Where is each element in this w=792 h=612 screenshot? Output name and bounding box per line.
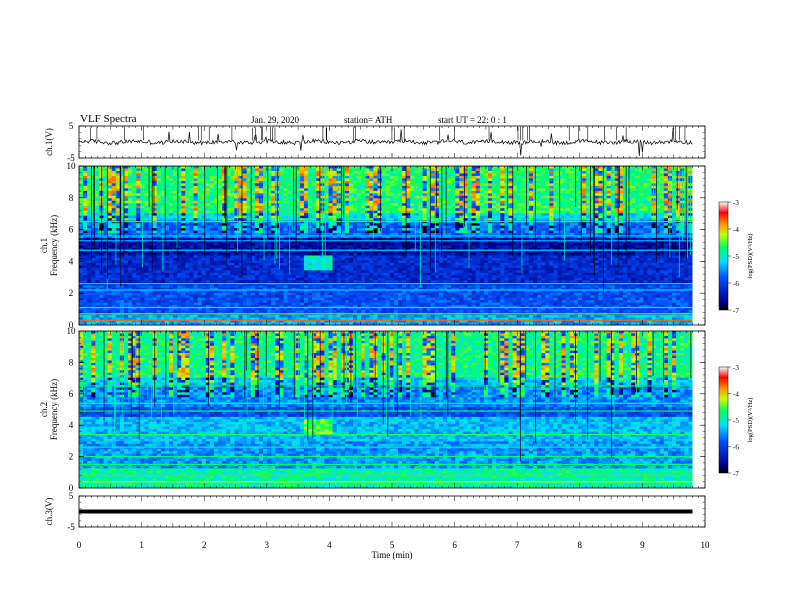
- y-tick-label-p2: 6: [69, 389, 74, 399]
- y-axis-label-p3: ch.3(V): [44, 498, 54, 526]
- x-tick-label: 1: [139, 540, 144, 550]
- x-tick-label: 7: [515, 540, 520, 550]
- colorbar-tick-label: -4: [733, 226, 739, 234]
- x-tick-label: 2: [202, 540, 207, 550]
- spectrogram-ch2: [79, 331, 705, 489]
- colorbar-ch2: [718, 366, 729, 474]
- colorbar-tick-label: -6: [733, 444, 739, 452]
- y-tick-label-p2: 2: [69, 452, 74, 462]
- x-tick-label: 3: [265, 540, 270, 550]
- station-label: station= ATH: [344, 115, 392, 125]
- y-tick-label-p2: 8: [69, 357, 74, 367]
- colorbar-label: log(PSD)(V²/Hz): [747, 398, 754, 443]
- y-tick-label-p3: 5: [69, 491, 74, 501]
- y-tick-label-p3: -5: [67, 522, 75, 532]
- date-label: Jan. 29, 2020: [251, 115, 299, 125]
- x-tick-label: 5: [390, 540, 395, 550]
- colorbar-tick-label: -3: [733, 364, 739, 372]
- y-tick-label-p1: 6: [69, 225, 74, 235]
- y-tick-label-p1: 2: [69, 288, 74, 298]
- x-tick-label: 6: [452, 540, 457, 550]
- x-tick-label: 0: [77, 540, 82, 550]
- colorbar-tick-label: -5: [733, 417, 739, 425]
- y-tick-label-p1: 0: [69, 320, 74, 330]
- chart-title: VLF Spectra: [80, 113, 137, 125]
- x-tick-label: 9: [640, 540, 645, 550]
- colorbar-tick-label: -4: [733, 391, 739, 399]
- y-axis-label-p2: Frequency (kHz): [49, 379, 59, 440]
- x-tick-label: 4: [327, 540, 332, 550]
- y-tick-label-p1: 8: [69, 193, 74, 203]
- colorbar-tick-label: -3: [733, 199, 739, 207]
- colorbar-tick-label: -7: [733, 307, 739, 315]
- y-tick-label-p2: 10: [67, 326, 77, 336]
- y-axis-label-p1: Frequency (kHz): [49, 215, 59, 276]
- start-time-label: start UT = 22: 0 : 1: [438, 115, 507, 125]
- y-axis-label-p2: ch.2: [39, 402, 49, 417]
- colorbar-label: log(PSD)(V²/Hz): [747, 234, 754, 279]
- spectrogram-ch1: [79, 166, 705, 326]
- y-tick-label-p2: 4: [69, 420, 74, 430]
- y-axis-label-p1: ch.1: [39, 238, 49, 253]
- waveform-trace-ch1: [78, 127, 693, 156]
- x-tick-label: 8: [578, 540, 583, 550]
- y-axis-label-p0: ch.1(V): [44, 128, 54, 156]
- y-tick-label-p1: 4: [69, 256, 74, 266]
- colorbar-ch1: [718, 201, 729, 311]
- x-tick-label: 10: [701, 540, 711, 550]
- colorbar-tick-label: -6: [733, 280, 739, 288]
- y-tick-label-p1: 10: [67, 161, 77, 171]
- y-tick-label-p0: 5: [69, 121, 74, 131]
- colorbar-tick-label: -7: [733, 470, 739, 478]
- colorbar-tick-label: -5: [733, 253, 739, 261]
- y-tick-label-p0: -5: [67, 153, 75, 163]
- x-axis-label: Time (min): [372, 550, 413, 560]
- y-tick-label-p2: 0: [69, 483, 74, 493]
